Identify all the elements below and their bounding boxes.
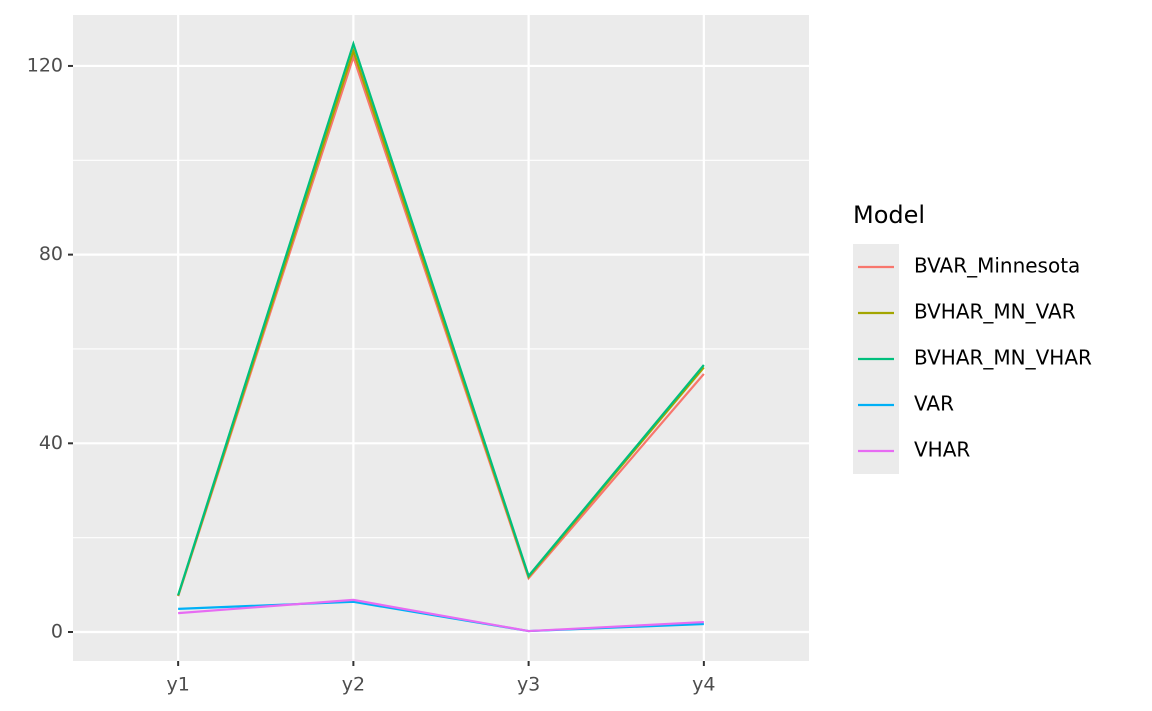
legend-label: BVHAR_MN_VHAR — [914, 346, 1092, 370]
y-tick-label: 0 — [51, 620, 63, 642]
legend: BVAR_Minnesota BVHAR_MN_VAR BVHAR_MN_VHAR V… — [858, 254, 1092, 462]
legend-label: VAR — [914, 392, 954, 416]
y-tick-label: 120 — [27, 54, 63, 76]
x-tick-label: y2 — [342, 674, 365, 696]
legend-title: Model — [853, 201, 925, 229]
panel — [73, 15, 809, 661]
series-line — [178, 598, 704, 633]
x-tick-label: y1 — [166, 674, 189, 696]
legend-label: BVAR_Minnesota — [914, 254, 1080, 278]
y-tick-label: 80 — [39, 243, 63, 265]
x-tick-label: y3 — [517, 674, 540, 696]
legend-label: VHAR — [914, 438, 970, 462]
legend-label: BVHAR_MN_VAR — [914, 300, 1076, 324]
lines — [177, 40, 705, 633]
x-tick-label: y4 — [692, 674, 715, 696]
series-line — [177, 40, 705, 596]
grid — [73, 15, 809, 661]
y-tick-label: 40 — [39, 432, 63, 454]
